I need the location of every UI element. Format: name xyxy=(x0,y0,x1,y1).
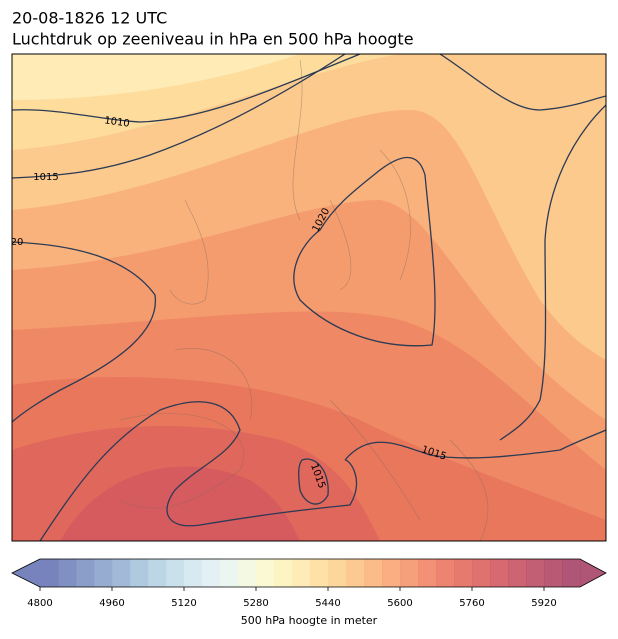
isobar xyxy=(12,54,346,179)
isobar xyxy=(298,458,329,505)
isobar xyxy=(39,401,357,541)
colorbar-segment xyxy=(40,559,59,587)
colorbar-segment xyxy=(256,559,275,587)
colorbar-segment xyxy=(544,559,563,587)
isobar xyxy=(293,157,436,347)
map-frame xyxy=(11,53,607,542)
colorbar-segment xyxy=(346,559,365,587)
colorbar-tick-label: 5280 xyxy=(243,598,268,609)
colorbar-tick-label: 5920 xyxy=(531,598,556,609)
coastline xyxy=(119,59,489,541)
colorbar-segment xyxy=(112,559,131,587)
colorbar-segment xyxy=(292,559,311,587)
colorbar-segment xyxy=(220,559,239,587)
colorbar-tick-label: 5760 xyxy=(459,598,484,609)
colorbar-segment xyxy=(328,559,347,587)
colorbar-segment xyxy=(490,559,509,587)
colorbar-segment xyxy=(274,559,293,587)
colorbar-segment xyxy=(526,559,545,587)
colorbar-segment xyxy=(364,559,383,587)
isobar xyxy=(12,54,361,123)
colorbar-segment xyxy=(148,559,167,587)
subtitle: Luchtdruk op zeeniveau in hPa en 500 hPa… xyxy=(12,30,414,49)
colorbar-tick-label: 4800 xyxy=(27,598,52,609)
isobar-label: 1015 xyxy=(33,172,58,183)
colorbar-segment xyxy=(418,559,437,587)
colorbar-segment xyxy=(184,559,203,587)
colorbar-tick-label: 5120 xyxy=(171,598,196,609)
isobar-label: 20 xyxy=(11,237,24,248)
colorbar-label: 500 hPa hoogte in meter xyxy=(241,614,378,627)
colorbar-tick-label: 4960 xyxy=(99,598,124,609)
colorbar-segment xyxy=(130,559,149,587)
colorbar-segment xyxy=(454,559,473,587)
colorbar-segment xyxy=(562,559,581,587)
isobar xyxy=(439,54,606,111)
colorbar-segment xyxy=(472,559,491,587)
colorbar-segment xyxy=(436,559,455,587)
colorbar-segment xyxy=(382,559,401,587)
colorbar-segment xyxy=(508,559,527,587)
colorbar-tick-label: 5600 xyxy=(387,598,412,609)
title: 20-08-1826 12 UTC xyxy=(12,9,167,28)
colorbar-segment xyxy=(76,559,95,587)
isobar-label: 1010 xyxy=(104,115,131,129)
colorbar-segment xyxy=(400,559,419,587)
colorbar-extend-low xyxy=(12,559,40,587)
colorbar-outline xyxy=(11,558,607,588)
colorbar-segment xyxy=(238,559,257,587)
map xyxy=(12,54,606,541)
isobar xyxy=(499,104,606,441)
colorbar-segment xyxy=(202,559,221,587)
colorbar-segment xyxy=(94,559,113,587)
isobar xyxy=(344,429,606,461)
colorbar-segment xyxy=(310,559,329,587)
colorbar-segment xyxy=(58,559,77,587)
colorbar-extend-high xyxy=(580,559,606,587)
isobar xyxy=(12,241,156,423)
colorbar-tick-label: 5440 xyxy=(315,598,340,609)
colorbar-segment xyxy=(166,559,185,587)
